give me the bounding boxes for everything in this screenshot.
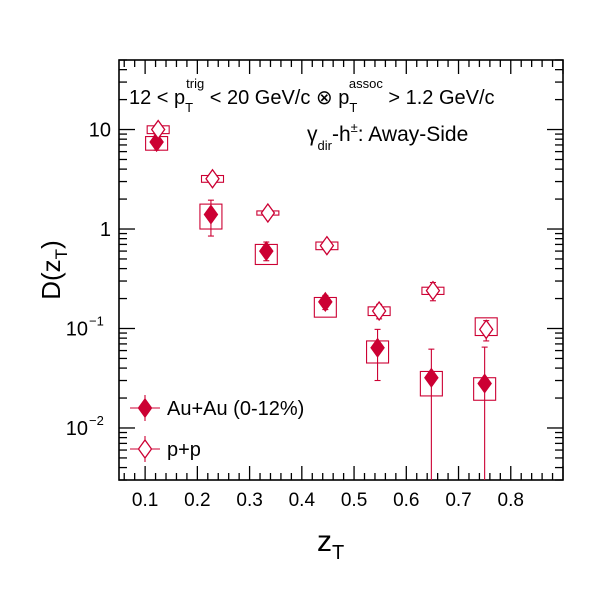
data-point-auau: [424, 367, 439, 388]
series: [145, 119, 498, 480]
y-tick-label: 10: [66, 418, 88, 440]
legend: Au+Au (0-12%) p+p: [130, 395, 304, 462]
y-tick-label: 10: [66, 319, 88, 341]
series-auau: [145, 131, 497, 480]
y-tick-label: 10: [89, 120, 111, 142]
legend-label: p+p: [167, 439, 201, 461]
y-tick-exponent: −2: [89, 413, 104, 428]
data-point-auau: [477, 373, 492, 394]
y-tick-label: 1: [100, 219, 111, 241]
legend-marker: [137, 438, 153, 460]
data-point-auau: [318, 291, 333, 313]
series-pp: [146, 119, 498, 342]
x-tick-label: 0.2: [184, 490, 210, 511]
x-tick-label: 0.4: [289, 490, 316, 511]
data-point-pp: [478, 319, 494, 340]
data-point-auau: [203, 204, 219, 225]
data-point-auau: [370, 337, 385, 358]
y-axis-label: D(zT): [36, 240, 71, 300]
x-tick-label: 0.6: [393, 490, 419, 511]
x-tick-label: 0.3: [236, 490, 262, 511]
data-point-pp: [319, 235, 335, 256]
legend-label: Au+Au (0-12%): [167, 398, 304, 420]
data-point-pp: [150, 119, 166, 140]
data-point-pp: [260, 202, 276, 224]
chart-header: 12 < pTtrig < 20 GeV/c ⊗ pTassoc > 1.2 G…: [129, 76, 495, 115]
x-tick-label: 0.5: [341, 490, 367, 511]
data-point-pp: [205, 168, 220, 189]
data-point-pp: [425, 280, 441, 301]
x-tick-label: 0.1: [132, 490, 158, 511]
data-point-auau: [259, 240, 274, 262]
data-point-pp: [371, 300, 387, 322]
y-tick-exponent: −1: [89, 314, 104, 329]
legend-marker: [137, 397, 153, 419]
plot-frame: [118, 59, 564, 481]
chart-subheader: γdir-h±: Away-Side: [307, 120, 468, 153]
x-axis-label: zT: [317, 525, 344, 564]
data-point-auau: [149, 131, 164, 153]
x-tick-label: 0.7: [445, 490, 471, 511]
x-tick-label: 0.8: [498, 490, 524, 511]
